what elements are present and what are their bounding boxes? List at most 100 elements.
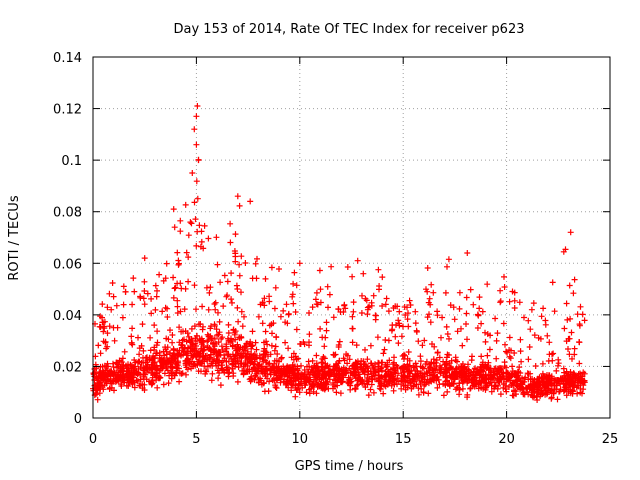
data-point [278, 365, 285, 372]
data-point [566, 282, 573, 289]
data-point [144, 354, 150, 361]
data-point [446, 335, 452, 342]
data-point [306, 390, 313, 397]
data-point [284, 320, 291, 327]
data-point [90, 371, 97, 378]
data-point [324, 362, 331, 369]
data-point [129, 325, 136, 332]
data-point [141, 288, 148, 294]
data-point [548, 395, 555, 402]
data-point [463, 321, 469, 327]
data-point [129, 301, 136, 308]
data-point [296, 260, 303, 267]
data-point [208, 377, 215, 384]
data-point [104, 343, 111, 350]
data-point [226, 369, 233, 376]
data-point [216, 318, 223, 325]
data-point [344, 379, 351, 386]
data-point [284, 366, 291, 373]
data-point [128, 333, 135, 340]
data-point [323, 371, 330, 378]
data-point [151, 322, 158, 329]
data-point [305, 358, 312, 365]
data-point [219, 357, 226, 364]
data-point [259, 368, 265, 375]
x-tick-label: 5 [192, 432, 200, 447]
data-point [361, 369, 368, 376]
data-point [482, 338, 489, 345]
data-point [182, 328, 189, 335]
data-point [195, 157, 202, 164]
data-point [183, 249, 190, 256]
data-point [545, 358, 552, 364]
data-point [427, 319, 434, 326]
data-point [429, 367, 436, 374]
data-point [366, 303, 373, 310]
data-point [546, 351, 553, 358]
data-point [120, 367, 127, 374]
data-point [263, 338, 270, 345]
data-point [166, 372, 173, 379]
data-point [579, 311, 586, 318]
data-point [218, 365, 225, 372]
data-point [500, 320, 507, 327]
data-point [176, 324, 183, 331]
data-point [355, 381, 362, 388]
data-point [113, 377, 120, 384]
data-point [419, 342, 426, 349]
data-point [398, 333, 405, 340]
data-point [136, 351, 143, 358]
data-point [569, 355, 575, 362]
data-point [390, 365, 396, 372]
data-point [271, 347, 278, 354]
data-point [501, 363, 508, 370]
data-point [419, 364, 426, 371]
data-point [411, 364, 418, 371]
data-point [106, 323, 113, 330]
data-point [314, 383, 321, 390]
data-point [350, 308, 357, 315]
data-point [300, 339, 307, 346]
data-point [238, 333, 245, 340]
data-point [215, 375, 222, 382]
data-point [199, 360, 205, 367]
data-point [194, 103, 201, 109]
data-point [141, 381, 148, 388]
data-point [279, 369, 286, 376]
data-point [324, 283, 331, 290]
data-point [266, 293, 273, 300]
data-point [348, 370, 354, 376]
data-point [164, 305, 171, 312]
data-point [577, 303, 584, 310]
data-point [212, 299, 219, 306]
data-point [178, 285, 185, 292]
data-point [565, 371, 572, 378]
data-point [394, 375, 401, 382]
data-point [280, 307, 287, 314]
data-point [140, 295, 147, 302]
plot-frame [92, 56, 611, 419]
y-tick-label: 0.08 [53, 206, 82, 221]
data-point [181, 306, 188, 313]
data-point [349, 363, 356, 370]
data-point [397, 365, 404, 372]
data-point [242, 353, 249, 360]
data-point [511, 305, 518, 311]
data-point [252, 339, 259, 346]
data-point [170, 345, 177, 352]
data-point [148, 295, 155, 302]
data-point [167, 327, 173, 334]
data-point [303, 374, 310, 381]
data-point [380, 350, 387, 357]
data-point [341, 301, 348, 308]
data-point [168, 369, 175, 375]
data-point [106, 290, 113, 297]
data-point [365, 378, 372, 385]
data-point [404, 355, 411, 362]
data-point [404, 304, 410, 311]
data-point [172, 284, 179, 291]
data-point [211, 343, 218, 350]
data-point [306, 310, 312, 316]
data-point [236, 202, 243, 209]
data-point [354, 257, 361, 264]
